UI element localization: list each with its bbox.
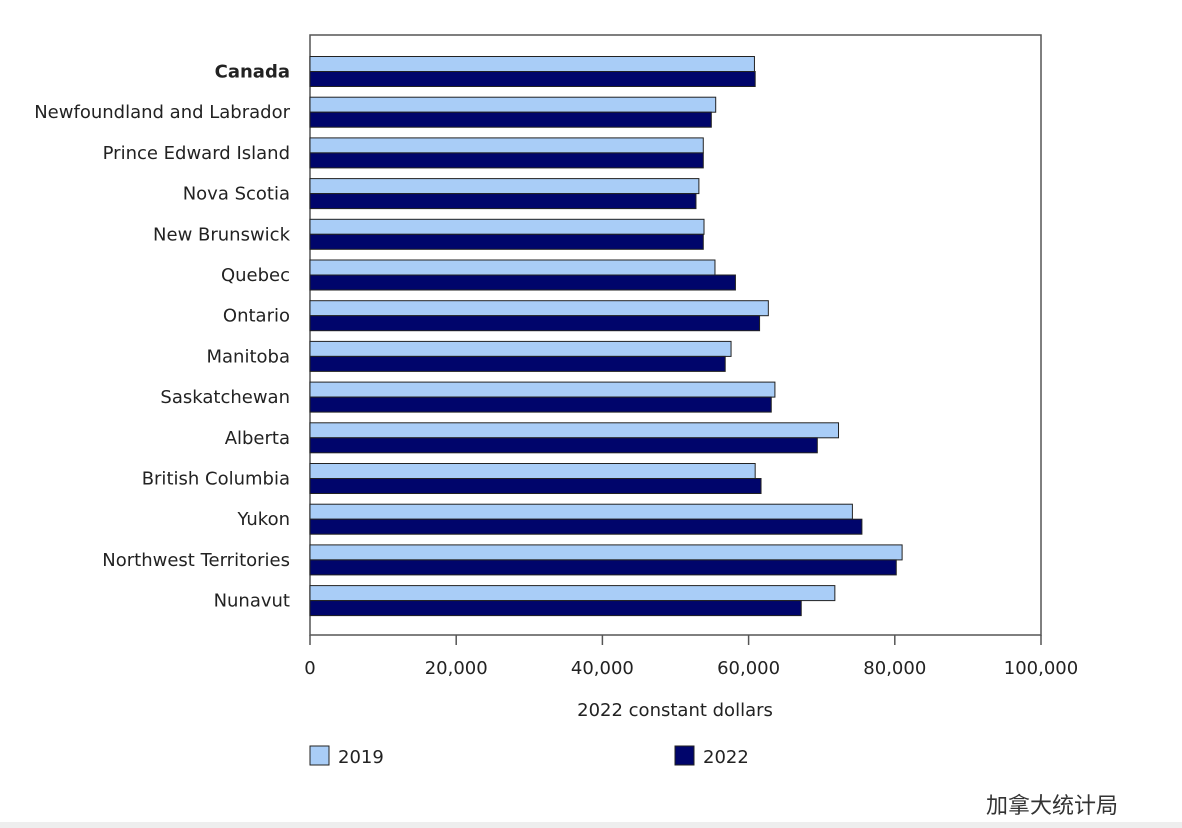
bar-2019-9 xyxy=(309,422,840,439)
bar-2019-13 xyxy=(309,585,836,602)
bar-2022-12 xyxy=(309,559,897,576)
bar-2019-10 xyxy=(309,463,756,479)
category-label: Nova Scotia xyxy=(183,184,290,205)
bar-2022-10 xyxy=(309,478,762,494)
legend-swatch-2022 xyxy=(674,745,695,766)
legend-label-2022: 2022 xyxy=(703,747,749,768)
bar-2022-5 xyxy=(309,274,736,291)
x-tick-label: 100,000 xyxy=(1004,658,1078,679)
x-tick-label: 80,000 xyxy=(863,658,926,679)
bar-2022-6 xyxy=(309,315,761,332)
category-label: Saskatchewan xyxy=(160,387,290,408)
x-tick-label: 60,000 xyxy=(717,658,780,679)
bar-2022-7 xyxy=(309,355,726,372)
bar-2019-3 xyxy=(309,178,700,195)
bar-2019-8 xyxy=(309,381,776,398)
bottom-strip xyxy=(0,822,1182,828)
category-label: Ontario xyxy=(223,306,290,327)
bar-2019-7 xyxy=(309,340,732,357)
category-label: British Columbia xyxy=(142,469,290,490)
category-labels: Canada Newfoundland and Labrador Prince Ed… xyxy=(34,62,290,612)
bar-2022-4 xyxy=(309,233,704,250)
bar-2019-5 xyxy=(309,259,716,276)
category-label: Prince Edward Island xyxy=(103,143,290,164)
x-tick-label: 40,000 xyxy=(571,658,634,679)
category-label: Newfoundland and Labrador xyxy=(34,102,290,123)
legend: 2019 2022 xyxy=(309,745,749,768)
category-label: Yukon xyxy=(236,509,290,530)
bar-2019-4 xyxy=(309,218,705,235)
legend-label-2019: 2019 xyxy=(338,747,384,768)
category-label: Northwest Territories xyxy=(102,550,290,571)
bar-2022-2 xyxy=(309,152,704,169)
category-label: Alberta xyxy=(225,428,290,449)
legend-swatch-2019 xyxy=(309,745,330,766)
bar-2022-9 xyxy=(309,437,818,454)
bar-2022-1 xyxy=(309,111,712,128)
category-label: Quebec xyxy=(221,265,290,286)
x-tick-label: 20,000 xyxy=(425,658,488,679)
bar-2019-6 xyxy=(309,300,769,317)
x-axis-title: 2022 constant dollars xyxy=(577,700,773,721)
bar-2022-13 xyxy=(309,600,802,617)
category-label: Manitoba xyxy=(207,346,291,367)
bar-2019-12 xyxy=(309,544,903,561)
category-label: New Brunswick xyxy=(153,224,291,245)
category-label: Canada xyxy=(215,62,290,83)
bar-2019-1 xyxy=(309,96,717,113)
category-label: Nunavut xyxy=(214,591,290,612)
bar-2019-2 xyxy=(309,137,704,154)
bar-2022-0 xyxy=(309,71,756,87)
plot-frame xyxy=(309,34,1042,636)
bars-group xyxy=(309,56,903,617)
bar-2022-11 xyxy=(309,518,863,535)
bar-2022-8 xyxy=(309,396,772,413)
bar-2019-11 xyxy=(309,503,853,520)
watermark-text: 加拿大统计局 xyxy=(985,794,1118,819)
x-axis: 0 20,000 40,000 60,000 80,000 100,000 xyxy=(304,635,1078,679)
bar-2019-0 xyxy=(309,56,755,72)
bar-2022-3 xyxy=(309,193,697,210)
x-tick-label: 0 xyxy=(304,658,315,679)
